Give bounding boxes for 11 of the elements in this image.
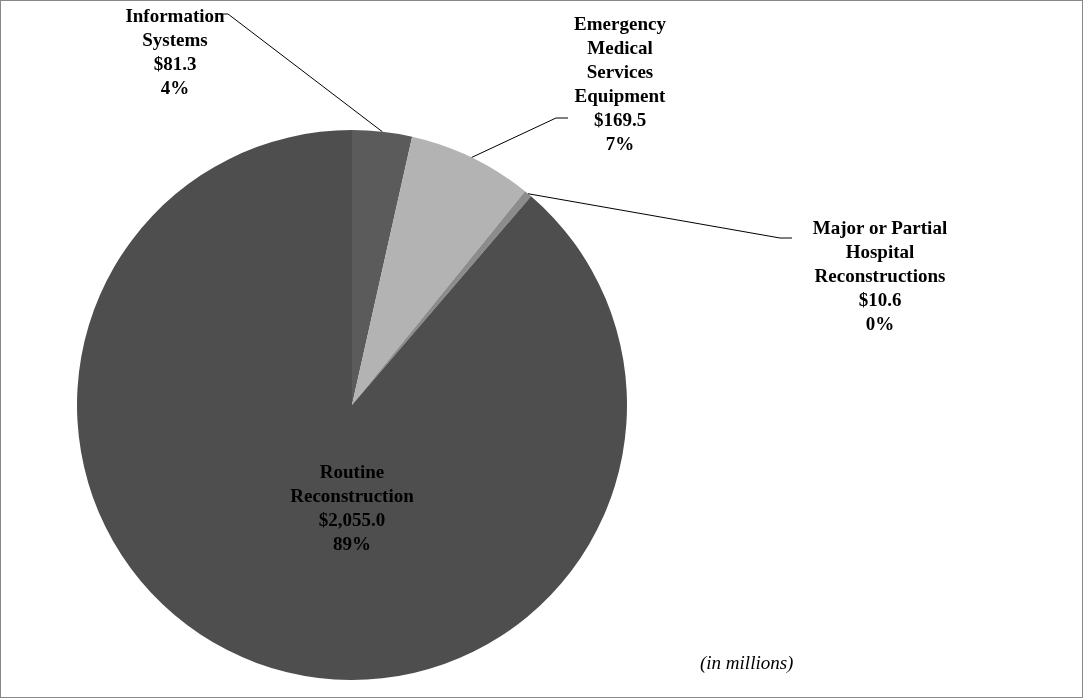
slice-label: Routine Reconstruction <box>290 461 415 506</box>
data-label: $169.5 7% <box>593 109 647 154</box>
pie-slice <box>352 136 525 405</box>
slice-label: Information Systems <box>125 5 226 50</box>
data-label: $81.3 4% <box>153 53 197 98</box>
text: (in millions) <box>700 652 794 674</box>
slice-label: Emergency Medical Services Equipment <box>574 13 667 106</box>
data-label: $10.6 0% <box>858 289 902 334</box>
slice-label: Major or Partial Hospital Reconstructions <box>812 217 948 286</box>
pie-slice <box>352 130 413 405</box>
data-label: $2,055.0 89% <box>318 509 386 554</box>
